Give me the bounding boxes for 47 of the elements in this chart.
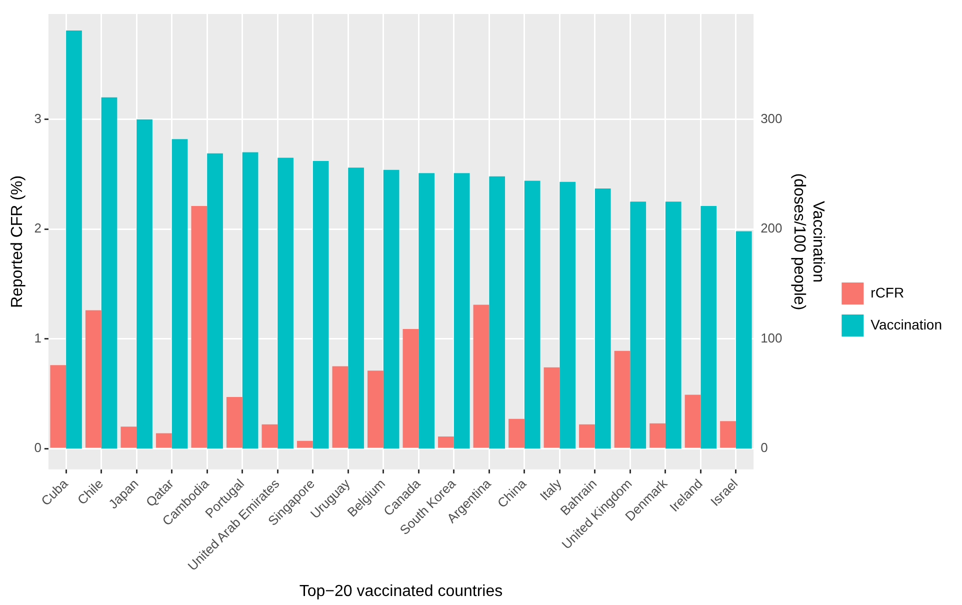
bar	[544, 367, 560, 448]
bar	[120, 426, 137, 448]
bar	[508, 418, 524, 448]
y2-tick-label: 0	[760, 440, 768, 456]
y2-tick-label: 100	[760, 330, 782, 346]
bar	[383, 170, 400, 449]
y2-axis-title: Vaccination (doses/100 people)	[790, 173, 827, 310]
bar	[594, 188, 611, 449]
bar	[278, 158, 294, 449]
bar	[156, 433, 172, 448]
y-tick-label: 0	[34, 440, 42, 456]
bar	[454, 173, 470, 449]
bar	[524, 180, 540, 449]
y2-tick-label: 200	[760, 220, 782, 236]
bar	[700, 206, 717, 449]
bar	[242, 152, 258, 449]
bar	[332, 366, 348, 448]
bar	[684, 394, 701, 448]
bar	[66, 30, 82, 449]
bar	[438, 436, 454, 448]
bar	[312, 161, 329, 449]
bar	[579, 424, 595, 448]
bar	[348, 168, 364, 449]
bar	[136, 119, 152, 449]
x-axis-title: Top−20 vaccinated countries	[299, 582, 503, 600]
bar	[665, 202, 682, 449]
bar	[172, 139, 188, 449]
y-axis-title: Reported CFR (%)	[9, 175, 26, 308]
bar	[630, 202, 646, 449]
bar	[720, 421, 736, 448]
legend-label: rCFR	[870, 284, 904, 300]
bar	[262, 424, 278, 448]
bar	[368, 370, 384, 448]
bar	[296, 440, 313, 448]
y-tick-label: 3	[34, 110, 42, 126]
bar	[101, 97, 118, 449]
bar	[418, 173, 434, 449]
bar	[736, 231, 752, 449]
bar	[560, 182, 576, 449]
legend-label: Vaccination	[870, 316, 942, 332]
bar	[50, 365, 66, 448]
bar	[226, 396, 242, 448]
x-tick-label: Italy	[536, 476, 565, 504]
y-tick-label: 2	[34, 220, 42, 236]
y2-tick-label: 300	[760, 110, 782, 126]
y-tick-label: 1	[34, 330, 42, 346]
bar	[650, 423, 666, 448]
